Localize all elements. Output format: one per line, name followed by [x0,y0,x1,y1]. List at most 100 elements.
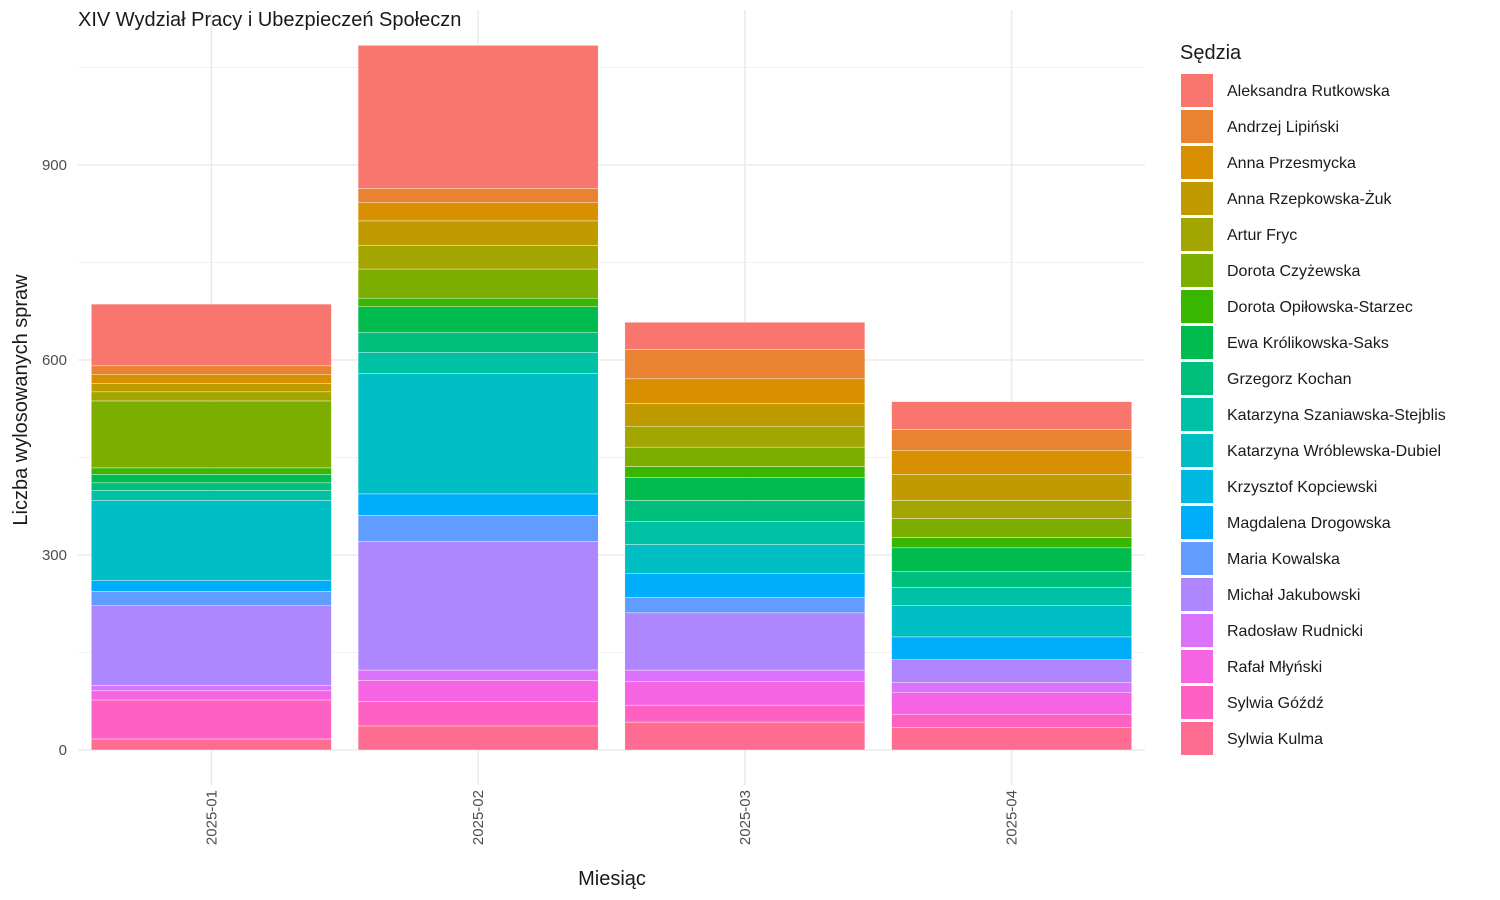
legend-swatch [1181,74,1213,107]
legend-swatch [1181,254,1213,287]
x-tick-label: 2025-01 [203,790,220,845]
y-tick-label: 900 [42,157,67,174]
bar-segment: Katarzyna Wróblewska-Dubiel 2025-03: 44 [624,544,866,574]
legend-swatch [1181,290,1213,323]
legend-label: Sylwia Kulma [1227,731,1323,748]
bar-segment: Michał Jakubowski 2025-01: 123 [91,605,332,686]
bar-segment: Maria Kowalska 2025-01: 22 [91,591,332,606]
bar-segment: Katarzyna Szaniawska-Stejblis 2025-01: 1… [91,490,332,501]
bar-segment: Anna Przesmycka 2025-02: 28 [357,202,599,222]
bar-segment: Rafał Młyński 2025-03: 36 [624,681,866,706]
legend-label: Anna Rzepkowska-Żuk [1227,189,1393,208]
legend-title: Sędzia [1180,42,1242,64]
bar-stacks: Sylwia Kulma 2025-01: 17Sylwia Góźdź 202… [91,45,1132,751]
bar-segment: Sylwia Góźdź 2025-01: 60 [91,699,332,740]
bar-segment: Sylwia Kulma 2025-01: 17 [91,738,332,751]
legend-swatch [1181,506,1213,539]
legend-swatch [1181,326,1213,359]
legend-swatch [1181,110,1213,143]
chart-title: XIV Wydział Pracy i Ubezpieczeń Społeczn [78,9,461,31]
bar-segment: Maria Kowalska 2025-03: 24 [624,597,866,614]
bar-segment: Radosław Rudnicki 2025-02: 16 [357,669,599,681]
bar-segment: Michał Jakubowski 2025-03: 88 [624,612,866,671]
bar-segment: Sylwia Góźdź 2025-04: 20 [891,714,1132,728]
bar-segment: Magdalena Drogowska 2025-03: 37 [624,573,866,598]
legend-swatch [1181,362,1213,395]
y-tick-label: 300 [42,547,67,564]
bar-segment: Anna Przesmycka 2025-04: 37 [891,450,1132,475]
bar-segment: Dorota Opiłowska-Starzec 2025-01: 10 [91,467,332,475]
bar-segment: Grzegorz Kochan 2025-03: 32 [624,500,866,522]
bar-segment: Sylwia Kulma 2025-03: 43 [624,721,866,751]
bar-segment: Dorota Czyżewska 2025-02: 45 [357,268,599,299]
legend-swatch [1181,182,1213,215]
legend-label: Artur Fryc [1227,227,1297,244]
bar-segment: Radosław Rudnicki 2025-03: 18 [624,669,866,682]
bar-segment: Ewa Królikowska-Saks 2025-01: 13 [91,474,332,484]
bar-segment: Anna Przesmycka 2025-03: 38 [624,378,866,404]
legend-label: Sylwia Góźdź [1227,695,1324,712]
y-tick-label: 600 [42,352,67,369]
bar-segment: Rafał Młyński 2025-01: 14 [91,690,332,701]
bar-segment: Grzegorz Kochan 2025-04: 25 [891,571,1132,588]
legend-swatch [1181,542,1213,575]
bar-segment: Sylwia Góźdź 2025-02: 38 [357,701,599,727]
legend-swatch [1181,686,1213,719]
bar-segment: Anna Rzepkowska-Żuk 2025-01: 13 [91,383,332,393]
bar-segment: Dorota Opiłowska-Starzec 2025-02: 13 [357,298,599,307]
bar-segment: Grzegorz Kochan 2025-02: 30 [357,332,599,353]
bar-segment: Sylwia Góźdź 2025-03: 26 [624,704,866,723]
bar-segment: Dorota Czyżewska 2025-04: 29 [891,518,1132,538]
legend-label: Anna Przesmycka [1227,155,1356,172]
bar-segment: Andrzej Lipiński 2025-01: 13 [91,365,332,375]
legend-swatch [1181,398,1213,431]
bar-segment: Radosław Rudnicki 2025-01: 8 [91,685,332,692]
bar-segment: Magdalena Drogowska 2025-02: 33 [357,493,599,516]
bar-segment: Artur Fryc 2025-02: 36 [357,245,599,270]
y-tick-label: 0 [59,742,67,759]
legend-label: Krzysztof Kopciewski [1227,479,1377,496]
legend-swatch [1181,146,1213,179]
legend-label: Dorota Opiłowska-Starzec [1227,299,1413,316]
bar-segment: Aleksandra Rutkowska 2025-01: 95 [91,303,332,367]
legend-label: Radosław Rudnicki [1227,623,1363,640]
bar-segment: Katarzyna Szaniawska-Stejblis 2025-03: 3… [624,521,866,545]
x-axis-title: Miesiąc [578,868,646,890]
bar-segment: Katarzyna Szaniawska-Stejblis 2025-04: 2… [891,587,1132,606]
bar-segment: Sylwia Kulma 2025-02: 37 [357,725,599,751]
legend-label: Grzegorz Kochan [1227,371,1352,388]
bar-segment: Artur Fryc 2025-01: 14 [91,391,332,402]
bar-segment: Maria Kowalska 2025-02: 40 [357,515,599,542]
bar-segment: Sylwia Kulma 2025-04: 35 [891,727,1132,751]
bar-segment: Ewa Królikowska-Saks 2025-02: 40 [357,306,599,333]
legend: Aleksandra Rutkowska Andrzej Lipiński Anna… [1181,74,1446,755]
legend-swatch [1181,722,1213,755]
x-tick-label: 2025-04 [1004,790,1021,845]
bar-segment: Anna Przesmycka 2025-01: 14 [91,374,332,384]
bar-segment: Katarzyna Wróblewska-Dubiel 2025-02: 185 [357,373,599,495]
legend-label: Rafał Młyński [1227,659,1322,676]
bar-segment: Magdalena Drogowska 2025-04: 35 [891,636,1132,660]
legend-label: Katarzyna Wróblewska-Dubiel [1227,443,1441,460]
bar-segment: Artur Fryc 2025-04: 28 [891,500,1132,519]
legend-label: Michał Jakubowski [1227,587,1360,604]
bar-segment: Dorota Opiłowska-Starzec 2025-03: 17 [624,466,866,478]
bar-segment: Andrzej Lipiński 2025-02: 22 [357,188,599,203]
bar-segment: Dorota Opiłowska-Starzec 2025-04: 16 [891,537,1132,549]
bar-segment: Anna Rzepkowska-Żuk 2025-03: 35 [624,403,866,427]
bar-segment: Magdalena Drogowska 2025-01: 17 [91,580,332,592]
legend-label: Katarzyna Szaniawska-Stejblis [1227,407,1446,424]
legend-label: Magdalena Drogowska [1227,515,1391,532]
bar-segment: Michał Jakubowski 2025-02: 198 [357,541,599,671]
x-axis-ticks: 2025-01 2025-02 2025-03 2025-04 [203,790,1020,845]
bar-segment: Aleksandra Rutkowska 2025-02: 220 [357,45,599,189]
bar-segment: Katarzyna Wróblewska-Dubiel 2025-04: 48 [891,605,1132,638]
bar-segment: Michał Jakubowski 2025-04: 35 [891,659,1132,683]
legend-swatch [1181,650,1213,683]
bar-segment: Rafał Młyński 2025-02: 32 [357,680,599,702]
legend-label: Aleksandra Rutkowska [1227,83,1390,100]
bar-segment: Artur Fryc 2025-03: 32 [624,426,866,448]
legend-label: Dorota Czyżewska [1227,263,1360,280]
bar-segment: Dorota Czyżewska 2025-01: 103 [91,400,332,469]
